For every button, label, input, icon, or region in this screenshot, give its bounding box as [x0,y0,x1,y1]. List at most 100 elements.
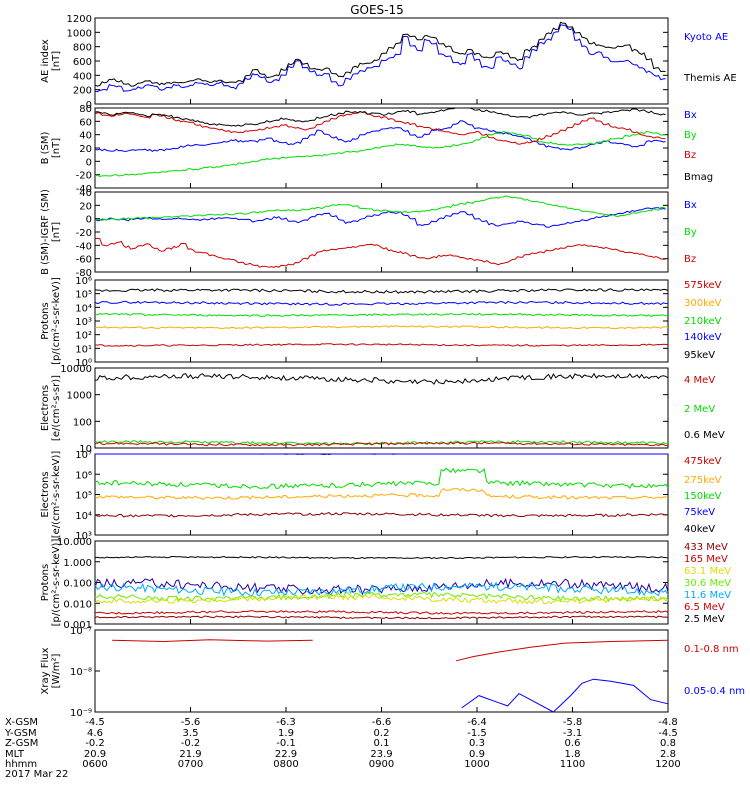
y-tick-label: 200 [73,86,92,97]
legend-label: 11.6 MeV [684,590,731,601]
x-tick-label: -3.1 [563,728,583,739]
series-210kev [94,312,669,317]
y-tick-label: 80 [79,104,92,115]
x-tick-label: 1200 [655,759,680,770]
panel-6: 10⁷ 10⁶ 10⁵ 10⁴ 10³ Electrons [e/(cm²-s-sr-keV… [40,450,722,542]
y-tick-label: 10¹ [75,344,92,355]
x-tick-label: 0.6 [565,738,581,749]
y-axis-label: Electrons [40,471,51,517]
legend-label: 165 MeV [684,554,728,565]
series-475kev [94,512,669,518]
y-axis-label: [p/(cm²-s-sr-keV)] [51,277,62,365]
panel-7: 10.000 1.000 0.100 0.010 0.001 Protons [p/(cm²… [40,537,731,631]
x-tick-label: 1.9 [278,728,294,739]
y-tick-label: 1000 [67,391,92,402]
y-tick-label: 10⁻⁷ [70,626,92,637]
y-tick-label: 10⁴ [75,511,92,522]
y-tick-label: 10⁵ [75,491,92,502]
y-tick-label: 10⁴ [75,303,92,314]
legend-label: 0.05-0.4 nm [684,686,745,697]
legend-label: 30.6 MeV [684,578,731,589]
y-tick-label: 10⁷ [75,450,92,461]
series-95kev [94,288,669,294]
series-11-6-mev [94,581,669,597]
y-axis-label: B (SM) [40,131,51,164]
x-tick-label: -5.6 [181,717,201,728]
y-tick-label: 60 [79,117,92,128]
legend-label: 95keV [684,350,715,361]
y-tick-label: -20 [76,228,92,239]
y-tick-label: 10³ [75,317,92,328]
legend-label: Bx [684,110,697,121]
legend-label: 210keV [684,316,722,327]
series-6-5-mev [94,577,669,596]
series-bx [94,120,666,152]
y-tick-label: 20 [79,144,92,155]
x-tick-label: -6.3 [276,717,296,728]
x-tick-label: -6.6 [372,717,392,728]
x-row-label: Y-GSM [4,728,37,739]
y-axis-label: Protons [40,302,51,339]
x-tick-label: 1.8 [565,749,581,760]
y-tick-label: 400 [73,71,92,82]
legend-label: 2 MeV [684,404,715,415]
series-0-1-0-8-nm [455,639,669,662]
series-275kev [94,487,669,500]
y-tick-label: 0 [86,215,92,226]
y-axis-label: [nT] [51,222,62,242]
x-tick-label: -1.5 [467,728,487,739]
series-4-mev [94,441,669,447]
y-tick-label: 10² [75,331,92,342]
y-tick-label: 10⁵ [75,290,92,301]
series-30-6-mev [94,591,669,603]
y-tick-label: 1200 [67,14,92,25]
series-0-1-0-8-nm [112,639,313,643]
y-tick-label: -20 [76,171,92,182]
x-tick-label: -4.8 [658,717,678,728]
y-axis-label: [p/(cm²-s-sr-keV)] [51,539,62,627]
x-tick-label: -0.2 [181,738,201,749]
x-tick-label: 0.3 [469,738,485,749]
y-tick-label: 800 [73,43,92,54]
legend-label: 150keV [684,491,722,502]
y-tick-label: 10⁻⁹ [70,708,92,719]
y-tick-label: -40 [76,241,92,252]
panel-5: 10000 1000 100 10 Electrons [e/(cm²-s-sr)] 4 M… [40,364,725,455]
legend-label: 40keV [684,524,715,535]
x-tick-label: 0600 [82,759,107,770]
x-tick-label: 2.8 [660,749,676,760]
x-tick-label: 0900 [369,759,394,770]
y-tick-label: 100 [73,417,92,428]
x-row-label: Z-GSM [5,738,38,749]
legend-label: 0.6 MeV [684,430,725,441]
legend-label: Bz [684,150,696,161]
series-2-mev [94,439,668,446]
y-tick-label: 0 [86,157,92,168]
y-axis-label: Electrons [40,385,51,431]
legend-label: 575keV [684,280,722,291]
y-axis-label: [W/m²] [51,653,62,688]
series-by [94,195,666,222]
legend-label: Kyoto AE [684,32,728,43]
series-63-1-mev [94,593,669,605]
x-row-label: hhmm [5,759,37,770]
series-165-mev [94,609,669,615]
y-tick-label: 40 [79,131,92,142]
x-tick-label: 23.9 [370,749,392,760]
series-0-05-0-4-nm [461,678,669,713]
legend-label: 75keV [684,507,715,518]
x-row-label: X-GSM [5,717,38,728]
legend-label: By [684,227,697,238]
legend-label: 140keV [684,332,722,343]
y-axis-label: AE index [40,39,51,83]
legend-label: Bz [684,254,696,265]
y-axis-label: B (SM)-IGRF (SM) [40,189,51,275]
x-tick-label: 22.9 [275,749,297,760]
x-tick-label: 4.6 [87,728,103,739]
series-300kev [94,325,669,330]
panel-3: 40 20 0 -20 -40 -60 -80 B (SM)-IGRF (SM) [nT] Bx B… [40,188,697,279]
y-tick-label: 10⁰ [75,358,92,369]
legend-label: 300keV [684,298,722,309]
